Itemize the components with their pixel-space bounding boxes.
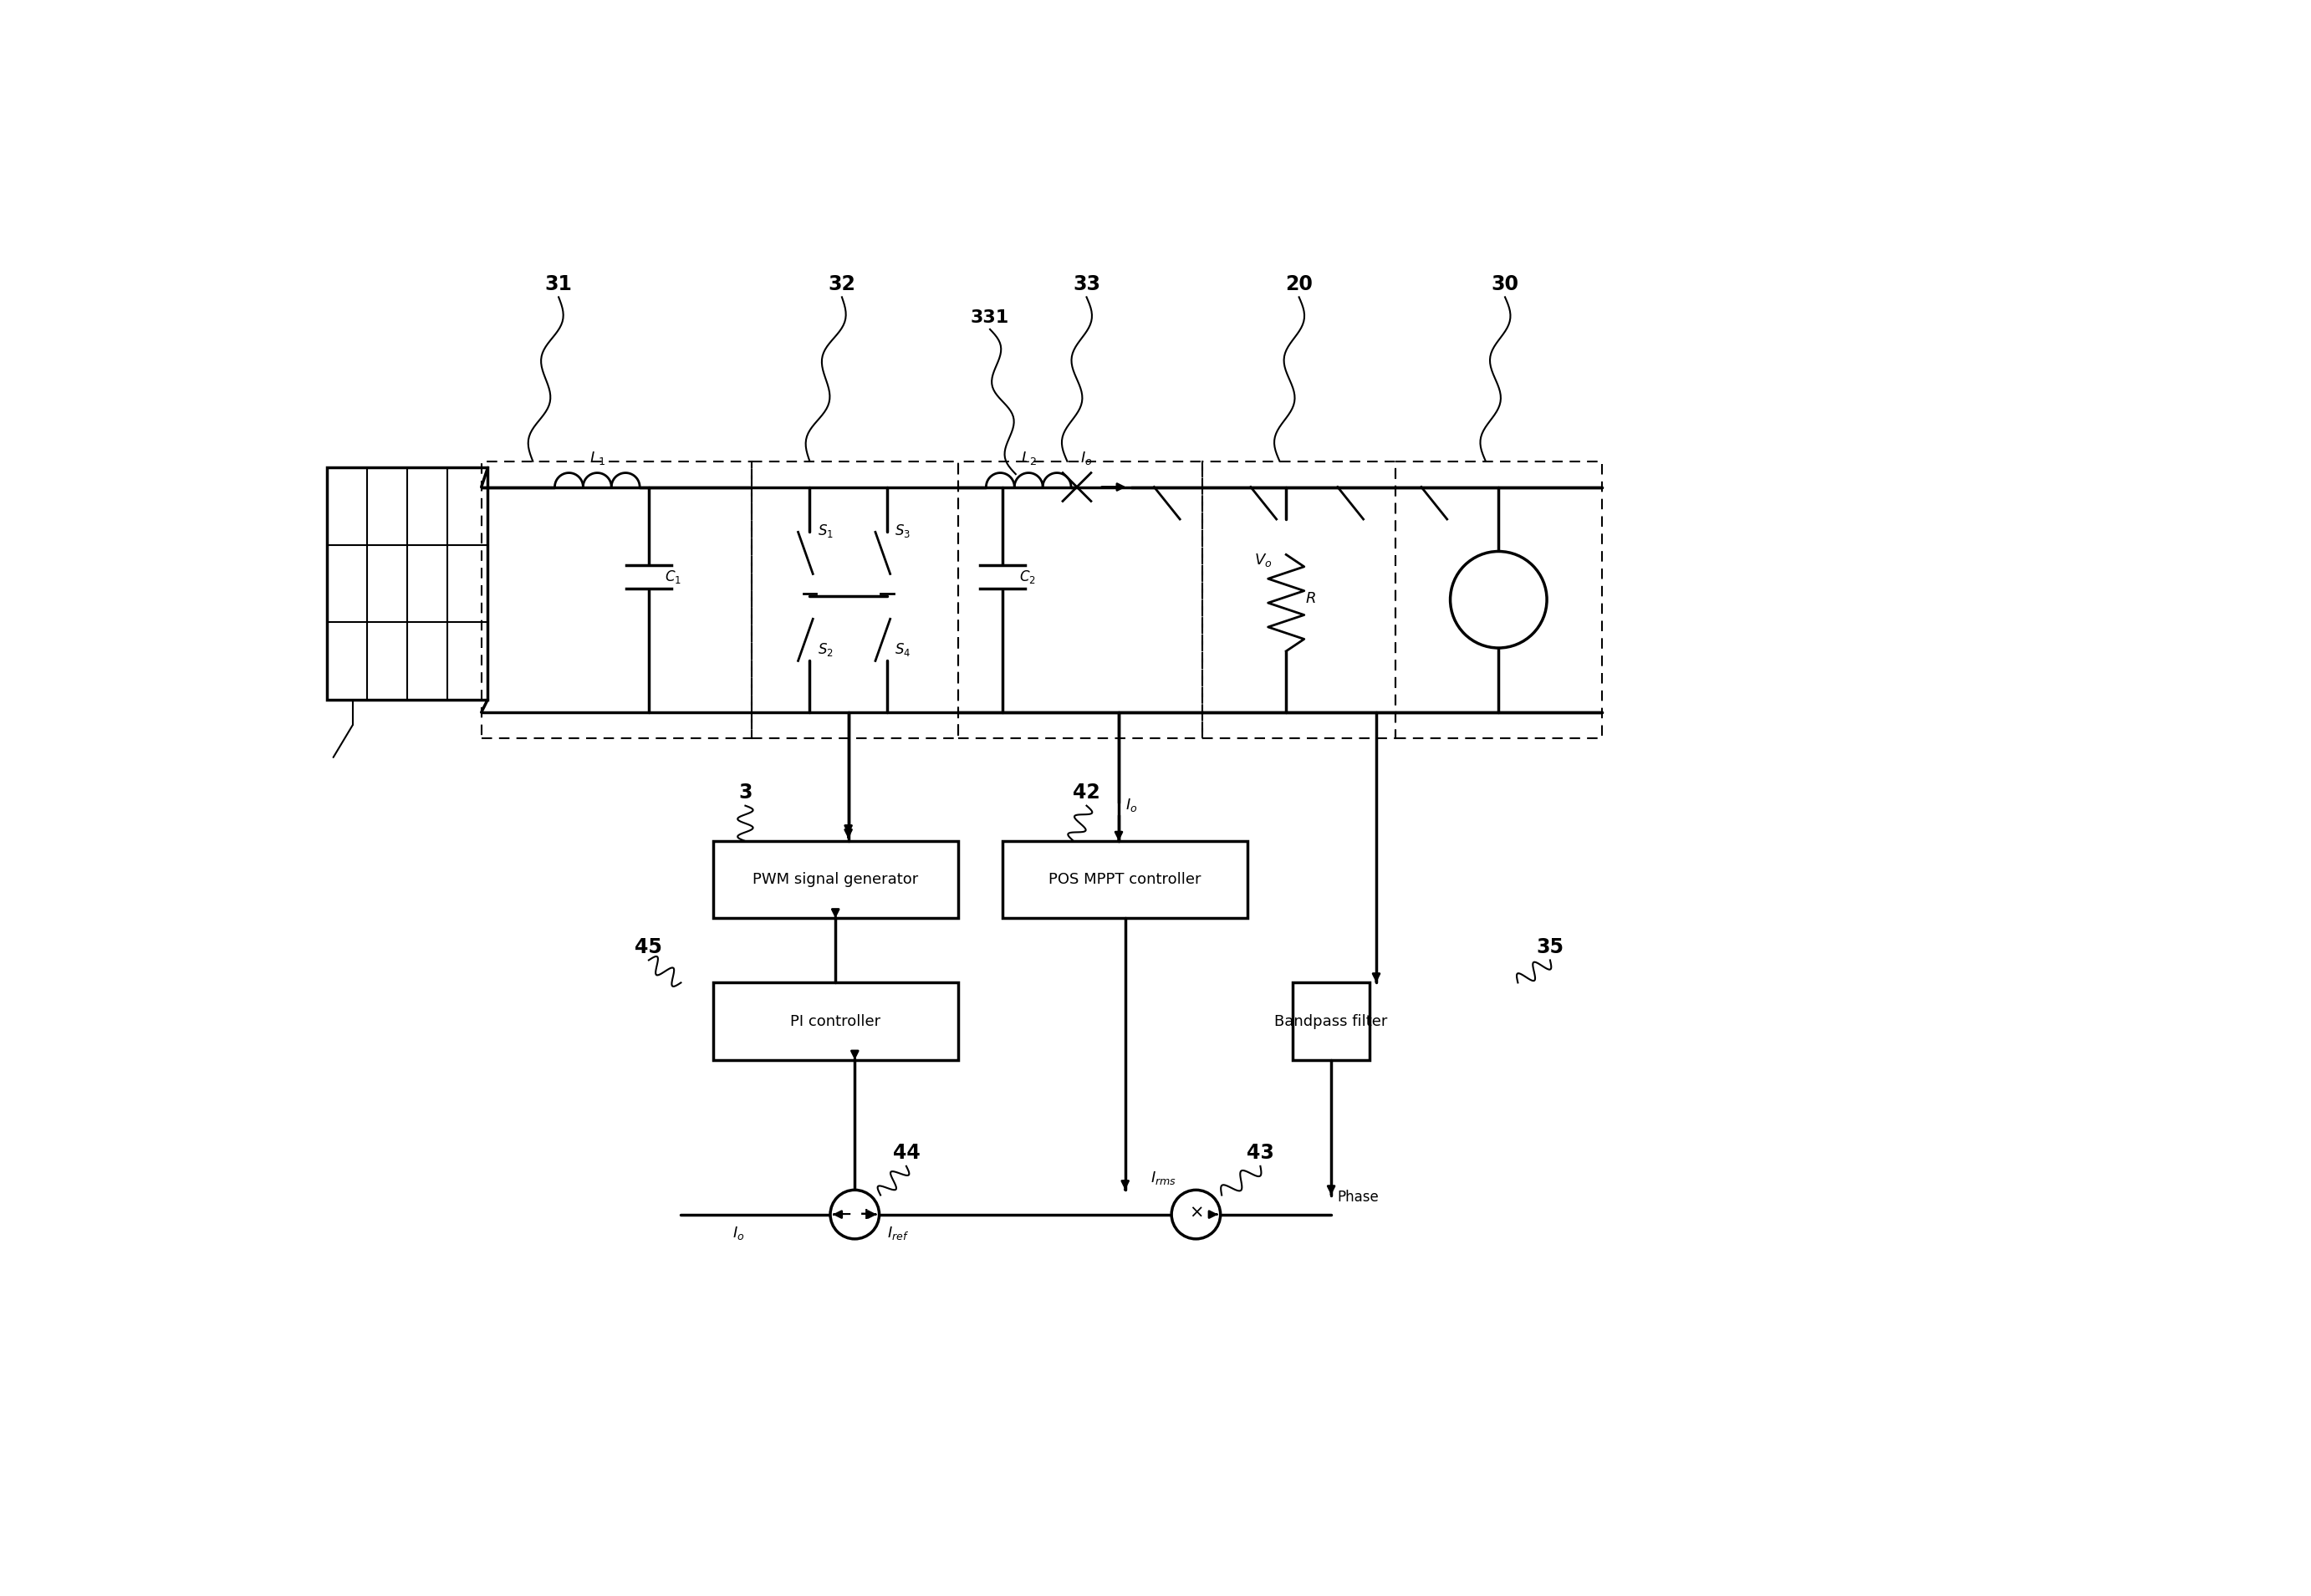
Bar bbox=[957, 461, 1202, 737]
Text: $S_3$: $S_3$ bbox=[894, 523, 911, 539]
Text: $I_{rms}$: $I_{rms}$ bbox=[1151, 1170, 1176, 1186]
Bar bbox=[714, 983, 957, 1060]
Text: PI controller: PI controller bbox=[790, 1013, 880, 1029]
Text: 331: 331 bbox=[971, 310, 1010, 326]
Text: $I_{ref}$: $I_{ref}$ bbox=[887, 1224, 908, 1242]
Text: 35: 35 bbox=[1537, 937, 1565, 958]
Bar bbox=[714, 841, 957, 918]
Text: 43: 43 bbox=[1246, 1143, 1273, 1163]
Bar bbox=[751, 461, 957, 737]
Text: $C_1$: $C_1$ bbox=[666, 568, 682, 586]
Circle shape bbox=[830, 1191, 878, 1238]
Text: −: − bbox=[839, 1207, 853, 1223]
Text: $L_1$: $L_1$ bbox=[589, 450, 605, 466]
Circle shape bbox=[1172, 1191, 1220, 1238]
Text: 31: 31 bbox=[545, 275, 573, 294]
Text: ×: × bbox=[1188, 1205, 1204, 1221]
Bar bbox=[1202, 461, 1396, 737]
Bar bbox=[326, 468, 488, 699]
Text: $C_2$: $C_2$ bbox=[1019, 568, 1035, 586]
Text: 33: 33 bbox=[1072, 275, 1100, 294]
Text: Bandpass filter: Bandpass filter bbox=[1276, 1013, 1389, 1029]
Bar bbox=[1396, 461, 1602, 737]
Text: 20: 20 bbox=[1285, 275, 1313, 294]
Bar bbox=[1003, 841, 1248, 918]
Text: $I_o$: $I_o$ bbox=[733, 1224, 744, 1242]
Text: POS MPPT controller: POS MPPT controller bbox=[1049, 871, 1202, 887]
Text: $V_o$: $V_o$ bbox=[1255, 552, 1271, 568]
Text: +: + bbox=[860, 1207, 874, 1223]
Text: 45: 45 bbox=[636, 937, 663, 958]
Text: 3: 3 bbox=[740, 782, 751, 803]
Text: $I_o$: $I_o$ bbox=[1125, 796, 1137, 812]
Text: 44: 44 bbox=[892, 1143, 920, 1163]
Text: 42: 42 bbox=[1072, 782, 1100, 803]
Text: $L_2$: $L_2$ bbox=[1021, 450, 1035, 466]
Circle shape bbox=[1451, 551, 1546, 648]
Text: PWM signal generator: PWM signal generator bbox=[753, 871, 917, 887]
Text: 30: 30 bbox=[1491, 275, 1518, 294]
Text: 32: 32 bbox=[827, 275, 855, 294]
Text: $I_o$: $I_o$ bbox=[1079, 450, 1093, 466]
Text: Phase: Phase bbox=[1338, 1191, 1380, 1205]
Text: $S_1$: $S_1$ bbox=[818, 523, 834, 539]
Bar bbox=[481, 461, 751, 737]
Text: $S_4$: $S_4$ bbox=[894, 642, 911, 658]
Text: $S_2$: $S_2$ bbox=[818, 642, 834, 658]
Text: $R$: $R$ bbox=[1306, 591, 1317, 606]
Bar bbox=[1292, 983, 1370, 1060]
